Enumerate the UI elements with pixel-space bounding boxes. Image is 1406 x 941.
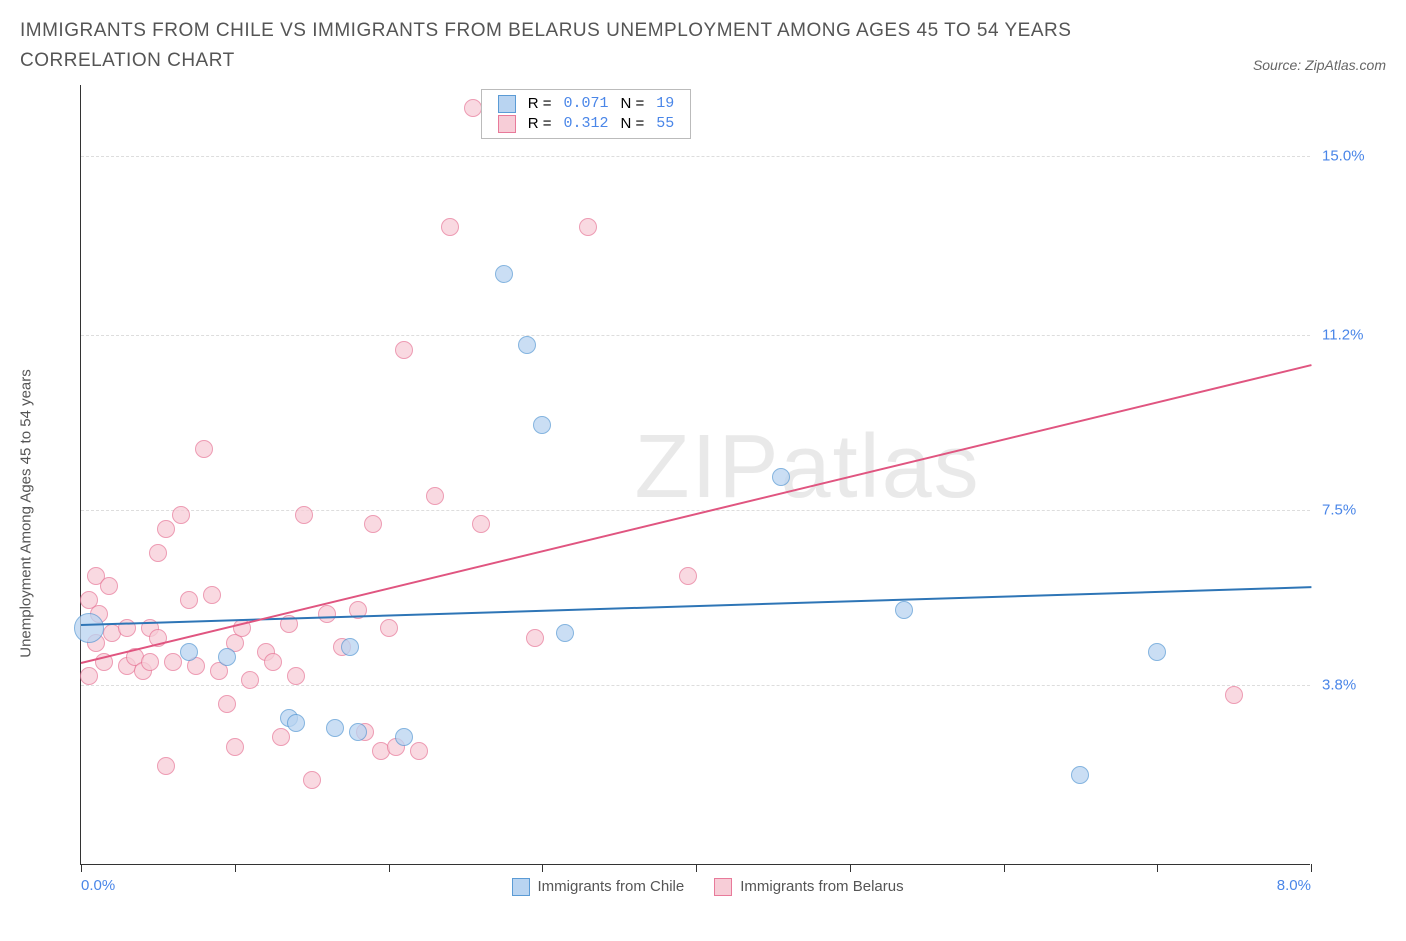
data-point-chile	[772, 468, 790, 486]
data-point-chile	[341, 638, 359, 656]
y-tick-label: 3.8%	[1322, 677, 1356, 694]
legend-label: Immigrants from Chile	[538, 878, 685, 895]
watermark: ZIPatlas	[635, 416, 981, 519]
data-point-belarus	[410, 742, 428, 760]
legend-item-chile: Immigrants from Chile	[512, 878, 685, 896]
data-point-chile	[74, 613, 104, 643]
data-point-belarus	[1225, 686, 1243, 704]
x-tick	[1157, 864, 1158, 872]
source-label: Source: ZipAtlas.com	[1253, 57, 1386, 77]
data-point-chile	[349, 723, 367, 741]
chart-title: IMMIGRANTS FROM CHILE VS IMMIGRANTS FROM…	[20, 16, 1120, 77]
x-tick	[542, 864, 543, 872]
data-point-chile	[1071, 766, 1089, 784]
x-tick	[850, 864, 851, 872]
gridline	[81, 685, 1310, 686]
gridline	[81, 335, 1310, 336]
data-point-chile	[180, 643, 198, 661]
legend-item-belarus: Immigrants from Belarus	[714, 878, 903, 896]
data-point-belarus	[172, 506, 190, 524]
data-point-belarus	[180, 591, 198, 609]
x-tick	[81, 864, 82, 872]
legend-label: Immigrants from Belarus	[740, 878, 903, 895]
data-point-belarus	[272, 728, 290, 746]
legend-n-label: N =	[615, 114, 651, 134]
y-tick-label: 7.5%	[1322, 502, 1356, 519]
legend-r-label: R =	[522, 114, 558, 134]
x-tick	[1311, 864, 1312, 872]
data-point-chile	[518, 336, 536, 354]
data-point-chile	[326, 719, 344, 737]
legend-swatch-belarus	[714, 878, 732, 896]
data-point-belarus	[80, 667, 98, 685]
data-point-chile	[495, 265, 513, 283]
data-point-chile	[395, 728, 413, 746]
data-point-chile	[556, 624, 574, 642]
data-point-belarus	[679, 567, 697, 585]
legend-r-label: R =	[522, 94, 558, 114]
data-point-belarus	[203, 586, 221, 604]
gridline	[81, 156, 1310, 157]
data-point-belarus	[195, 440, 213, 458]
legend-r-value: 0.071	[558, 94, 615, 114]
data-point-belarus	[380, 619, 398, 637]
data-point-belarus	[264, 653, 282, 671]
data-point-belarus	[464, 99, 482, 117]
data-point-chile	[895, 601, 913, 619]
legend-n-label: N =	[615, 94, 651, 114]
series-legend: Immigrants from Chile Immigrants from Bel…	[512, 878, 904, 896]
data-point-belarus	[318, 605, 336, 623]
data-point-belarus	[295, 506, 313, 524]
data-point-belarus	[149, 544, 167, 562]
x-tick	[1004, 864, 1005, 872]
trend-line-chile	[81, 586, 1311, 626]
data-point-belarus	[141, 653, 159, 671]
y-tick-label: 11.2%	[1322, 327, 1363, 344]
legend-n-value: 55	[650, 114, 680, 134]
x-tick	[235, 864, 236, 872]
data-point-belarus	[579, 218, 597, 236]
data-point-belarus	[287, 667, 305, 685]
data-point-chile	[287, 714, 305, 732]
y-axis-label: Unemployment Among Ages 45 to 54 years	[18, 369, 35, 658]
data-point-belarus	[157, 520, 175, 538]
data-point-belarus	[426, 487, 444, 505]
stats-legend: R =0.071N =19 R =0.312N =55	[481, 89, 692, 139]
data-point-chile	[533, 416, 551, 434]
data-point-belarus	[100, 577, 118, 595]
x-tick-label: 8.0%	[1277, 877, 1311, 894]
data-point-belarus	[526, 629, 544, 647]
gridline	[81, 510, 1310, 511]
x-tick	[696, 864, 697, 872]
x-tick-label: 0.0%	[81, 877, 115, 894]
data-point-belarus	[157, 757, 175, 775]
data-point-belarus	[241, 671, 259, 689]
data-point-belarus	[364, 515, 382, 533]
data-point-belarus	[226, 738, 244, 756]
trend-line-belarus	[81, 364, 1311, 664]
data-point-belarus	[395, 341, 413, 359]
legend-swatch-chile	[512, 878, 530, 896]
data-point-belarus	[218, 695, 236, 713]
data-point-chile	[218, 648, 236, 666]
data-point-belarus	[303, 771, 321, 789]
data-point-chile	[1148, 643, 1166, 661]
plot-area: 0.0%8.0%ZIPatlasR =0.071N =19R =0.312N =…	[80, 85, 1310, 865]
legend-n-value: 19	[650, 94, 680, 114]
legend-swatch-chile	[498, 95, 516, 113]
data-point-belarus	[441, 218, 459, 236]
y-tick-label: 15.0%	[1322, 147, 1365, 164]
chart-container: Unemployment Among Ages 45 to 54 years 0…	[20, 85, 1386, 925]
legend-swatch-belarus	[498, 115, 516, 133]
data-point-belarus	[472, 515, 490, 533]
legend-r-value: 0.312	[558, 114, 615, 134]
x-tick	[389, 864, 390, 872]
